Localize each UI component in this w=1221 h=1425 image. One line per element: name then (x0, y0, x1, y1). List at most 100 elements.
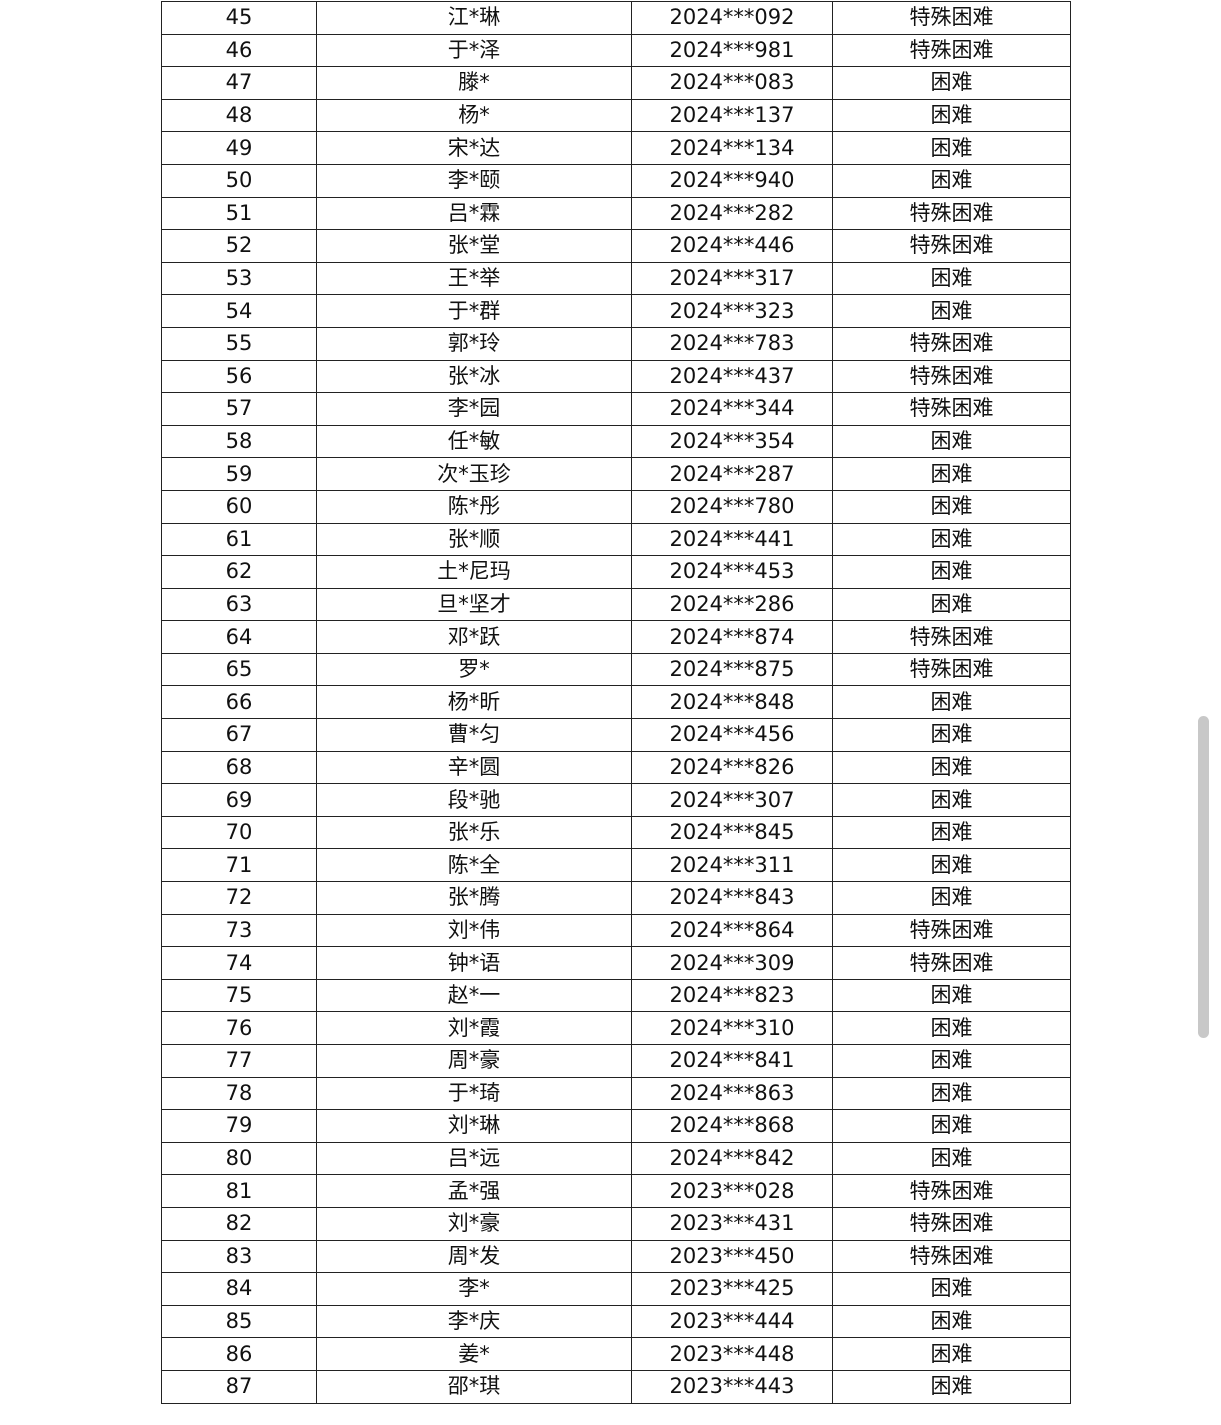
student-name-cell: 李*园 (316, 392, 632, 426)
student-name-cell: 张*堂 (316, 229, 632, 263)
difficulty-level-cell: 困难 (832, 163, 1071, 198)
row-number-cell: 63 (161, 587, 317, 622)
row-number-cell: 66 (161, 685, 317, 720)
row-number-cell: 59 (161, 457, 317, 491)
table-row: 58 任*敏 2024***354 困难 (161, 424, 1071, 459)
row-number-cell: 67 (161, 718, 317, 752)
table-row: 85 李*庆 2023***444 困难 (161, 1304, 1071, 1339)
row-number-cell: 75 (161, 978, 317, 1013)
student-name-cell: 刘*豪 (316, 1206, 632, 1241)
difficulty-level-cell: 困难 (832, 1141, 1071, 1176)
difficulty-level-cell: 困难 (832, 587, 1071, 622)
student-id-cell: 2024***848 (631, 685, 833, 720)
difficulty-level-cell: 特殊困难 (832, 946, 1071, 980)
table-row: 71 陈*全 2024***311 困难 (161, 848, 1071, 883)
difficulty-level-cell: 特殊困难 (832, 652, 1071, 687)
difficulty-level-cell: 特殊困难 (832, 229, 1071, 263)
row-number-cell: 61 (161, 522, 317, 557)
row-number-cell: 47 (161, 66, 317, 100)
table-row: 64 邓*跃 2024***874 特殊困难 (161, 620, 1071, 654)
table-row: 76 刘*霞 2024***310 困难 (161, 1011, 1071, 1045)
student-name-cell: 次*玉珍 (316, 457, 632, 491)
student-id-cell: 2024***863 (631, 1076, 833, 1111)
student-name-cell: 于*泽 (316, 33, 632, 68)
table-row: 50 李*颐 2024***940 困难 (161, 163, 1071, 198)
student-name-cell: 孟*强 (316, 1174, 632, 1208)
student-name-cell: 段*驰 (316, 783, 632, 817)
student-name-cell: 土*尼玛 (316, 555, 632, 589)
student-name-cell: 张*腾 (316, 881, 632, 915)
student-name-cell: 李* (316, 1272, 632, 1306)
student-name-cell: 李*庆 (316, 1304, 632, 1339)
student-name-cell: 张*顺 (316, 522, 632, 557)
row-number-cell: 87 (161, 1369, 317, 1404)
table-row: 46 于*泽 2024***981 特殊困难 (161, 33, 1071, 68)
student-id-cell: 2024***864 (631, 913, 833, 948)
difficulty-level-cell: 困难 (832, 98, 1071, 133)
row-number-cell: 62 (161, 555, 317, 589)
difficulty-level-cell: 困难 (832, 750, 1071, 785)
student-name-cell: 辛*圆 (316, 750, 632, 785)
student-name-cell: 张*冰 (316, 359, 632, 394)
student-id-cell: 2024***868 (631, 1109, 833, 1143)
student-name-cell: 周*发 (316, 1239, 632, 1274)
student-id-cell: 2024***843 (631, 881, 833, 915)
student-name-cell: 赵*一 (316, 978, 632, 1013)
student-name-cell: 于*群 (316, 294, 632, 328)
table-row: 66 杨*昕 2024***848 困难 (161, 685, 1071, 720)
student-id-cell: 2024***083 (631, 66, 833, 100)
table-row: 56 张*冰 2024***437 特殊困难 (161, 359, 1071, 394)
student-id-cell: 2024***842 (631, 1141, 833, 1176)
table-body: 45 江*琳 2024***092 特殊困难 46 于*泽 2024***981 特殊困难 47… (161, 1, 1071, 1404)
student-name-cell: 陈*彤 (316, 489, 632, 524)
row-number-cell: 60 (161, 489, 317, 524)
table-row: 47 滕* 2024***083 困难 (161, 66, 1071, 100)
student-name-cell: 江*琳 (316, 1, 632, 35)
difficulty-level-cell: 困难 (832, 718, 1071, 752)
table-row: 49 宋*达 2024***134 困难 (161, 131, 1071, 165)
student-id-cell: 2023***444 (631, 1304, 833, 1339)
difficulty-level-cell: 困难 (832, 555, 1071, 589)
difficulty-level-cell: 特殊困难 (832, 620, 1071, 654)
vertical-scrollbar[interactable] (1198, 716, 1209, 1038)
row-number-cell: 69 (161, 783, 317, 817)
row-number-cell: 79 (161, 1109, 317, 1143)
difficulty-level-cell: 困难 (832, 685, 1071, 720)
student-name-cell: 杨* (316, 98, 632, 133)
table-row: 77 周*豪 2024***841 困难 (161, 1044, 1071, 1078)
row-number-cell: 83 (161, 1239, 317, 1274)
student-name-cell: 刘*伟 (316, 913, 632, 948)
difficulty-level-cell: 困难 (832, 1304, 1071, 1339)
table-row: 70 张*乐 2024***845 困难 (161, 815, 1071, 850)
row-number-cell: 53 (161, 261, 317, 296)
difficulty-level-cell: 困难 (832, 1076, 1071, 1111)
difficulty-level-cell: 特殊困难 (832, 392, 1071, 426)
difficulty-level-cell: 困难 (832, 815, 1071, 850)
student-name-cell: 滕* (316, 66, 632, 100)
row-number-cell: 71 (161, 848, 317, 883)
row-number-cell: 78 (161, 1076, 317, 1111)
difficulty-level-cell: 特殊困难 (832, 913, 1071, 948)
table-row: 48 杨* 2024***137 困难 (161, 98, 1071, 133)
row-number-cell: 54 (161, 294, 317, 328)
student-name-cell: 邓*跃 (316, 620, 632, 654)
row-number-cell: 65 (161, 652, 317, 687)
student-id-cell: 2024***780 (631, 489, 833, 524)
student-name-cell: 邵*琪 (316, 1369, 632, 1404)
student-name-cell: 曹*匀 (316, 718, 632, 752)
student-id-cell: 2023***450 (631, 1239, 833, 1274)
row-number-cell: 77 (161, 1044, 317, 1078)
row-number-cell: 85 (161, 1304, 317, 1339)
table-row: 86 姜* 2023***448 困难 (161, 1337, 1071, 1371)
row-number-cell: 64 (161, 620, 317, 654)
difficulty-level-cell: 困难 (832, 783, 1071, 817)
student-id-cell: 2024***441 (631, 522, 833, 557)
student-name-cell: 刘*琳 (316, 1109, 632, 1143)
student-id-cell: 2024***826 (631, 750, 833, 785)
difficulty-level-cell: 困难 (832, 1369, 1071, 1404)
table-row: 82 刘*豪 2023***431 特殊困难 (161, 1206, 1071, 1241)
student-id-cell: 2024***446 (631, 229, 833, 263)
student-name-cell: 姜* (316, 1337, 632, 1371)
table-row: 83 周*发 2023***450 特殊困难 (161, 1239, 1071, 1274)
table-row: 54 于*群 2024***323 困难 (161, 294, 1071, 328)
